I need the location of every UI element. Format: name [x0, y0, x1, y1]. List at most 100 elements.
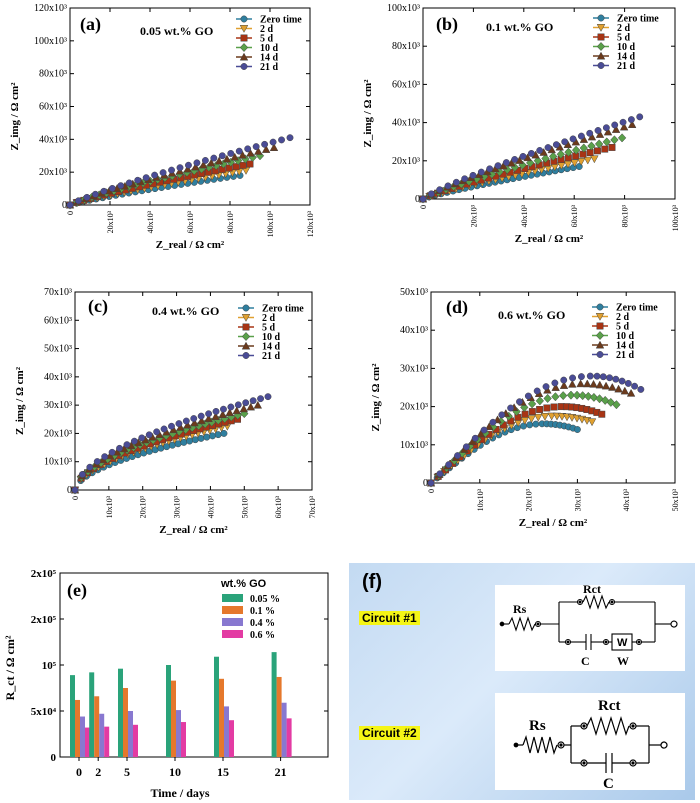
data-point: [101, 453, 109, 461]
data-point: [125, 179, 133, 187]
bar: [171, 680, 176, 757]
legend-marker: [597, 62, 605, 69]
data-point: [559, 391, 568, 401]
y-tick-label: 20x10³: [39, 167, 67, 178]
panel-annotation: 0.6 wt.% GO: [498, 308, 565, 322]
data-point: [176, 164, 184, 172]
y-tick-label: 20x10³: [392, 156, 420, 167]
data-point: [528, 408, 536, 416]
y-tick-label: 20x10³: [44, 428, 72, 439]
data-point: [476, 429, 486, 438]
y-tick-label: 60x10³: [44, 315, 72, 326]
data-point: [533, 156, 543, 166]
data-point: [586, 372, 594, 380]
legend-marker: [596, 41, 606, 52]
data-point: [601, 381, 611, 390]
x-tick-label: 40x10³: [146, 210, 155, 233]
x-tick-label: 50x10³: [240, 495, 249, 518]
data-point: [197, 412, 205, 420]
data-point: [151, 171, 159, 179]
data-point: [587, 141, 596, 151]
legend-marker: [240, 34, 248, 42]
x-tick-label: 70x10³: [308, 495, 317, 518]
legend-marker: [595, 313, 605, 321]
bar: [224, 706, 229, 757]
data-point: [138, 434, 146, 442]
y-tick-label: 40x10³: [400, 325, 428, 336]
x-tick-label: 20x10³: [469, 204, 478, 227]
bar: [128, 711, 133, 757]
data-point: [598, 410, 606, 418]
data-point: [427, 479, 435, 487]
x-tick-label: 100x10³: [671, 204, 680, 231]
data-point: [542, 383, 550, 391]
data-point: [602, 124, 610, 132]
data-point: [624, 379, 632, 387]
data-point: [576, 379, 585, 388]
bar: [80, 716, 85, 757]
data-point: [108, 184, 116, 192]
bar: [104, 726, 110, 757]
data-point: [261, 140, 269, 148]
data-point: [579, 143, 588, 153]
data-point: [117, 182, 125, 190]
panel-label: (b): [436, 14, 458, 35]
series-10-d: [426, 390, 621, 488]
data-point: [185, 161, 192, 169]
y-tick-label: 40x10³: [44, 372, 72, 383]
y-tick-label: 60x10³: [39, 102, 67, 113]
data-point: [614, 384, 623, 393]
panel-label: (c): [88, 296, 108, 317]
legend-marker: [241, 331, 251, 342]
data-point: [519, 152, 527, 160]
bar: [219, 678, 224, 757]
data-point: [242, 399, 250, 407]
legend-label: 14 d: [262, 342, 281, 353]
x-tick-label: 40x10³: [520, 204, 529, 227]
data-point: [444, 182, 452, 190]
data-point: [183, 420, 192, 429]
data-point: [617, 133, 627, 143]
data-point: [540, 413, 550, 421]
y-tick-label: 60x10³: [392, 79, 420, 90]
legend-label: Zero time: [616, 303, 658, 314]
bar: [281, 702, 287, 757]
data-point: [586, 129, 594, 137]
data-point: [477, 168, 485, 176]
y-tick-label: 40x10³: [392, 118, 420, 129]
legend-marker: [242, 323, 250, 331]
data-point: [286, 134, 294, 142]
data-point: [543, 404, 551, 412]
data-point: [225, 408, 234, 417]
y-tick-label: 50x10³: [44, 344, 72, 355]
bar: [176, 710, 181, 757]
series-21-d: [66, 134, 294, 209]
x-tick-label: 5: [124, 765, 130, 779]
legend-marker: [596, 322, 604, 330]
data-point: [524, 392, 532, 400]
x-tick-label: 120x10³: [306, 210, 315, 237]
bar: [286, 718, 292, 757]
data-point: [578, 391, 587, 401]
x-tick-label: 2: [95, 765, 101, 779]
data-point: [175, 420, 183, 428]
y-tick-label: 20x10³: [400, 402, 428, 413]
data-point: [83, 193, 91, 201]
data-point: [556, 149, 566, 159]
bar: [89, 672, 95, 757]
legend-label: 21 d: [616, 350, 635, 361]
y-axis-label: Z_img / Ω cm²: [9, 82, 21, 151]
data-point: [212, 407, 220, 415]
data-point: [536, 406, 544, 413]
data-point: [278, 136, 285, 144]
legend-marker: [239, 25, 249, 33]
data-point: [130, 437, 138, 445]
data-point: [419, 195, 427, 203]
data-point: [589, 392, 599, 402]
y-axis-label: R_ct / Ω cm²: [3, 635, 17, 700]
y-tick-label: 100x10³: [387, 3, 420, 14]
data-point: [520, 422, 527, 430]
data-point: [486, 165, 494, 173]
panel-annotation: 0.05 wt.% GO: [140, 24, 213, 38]
